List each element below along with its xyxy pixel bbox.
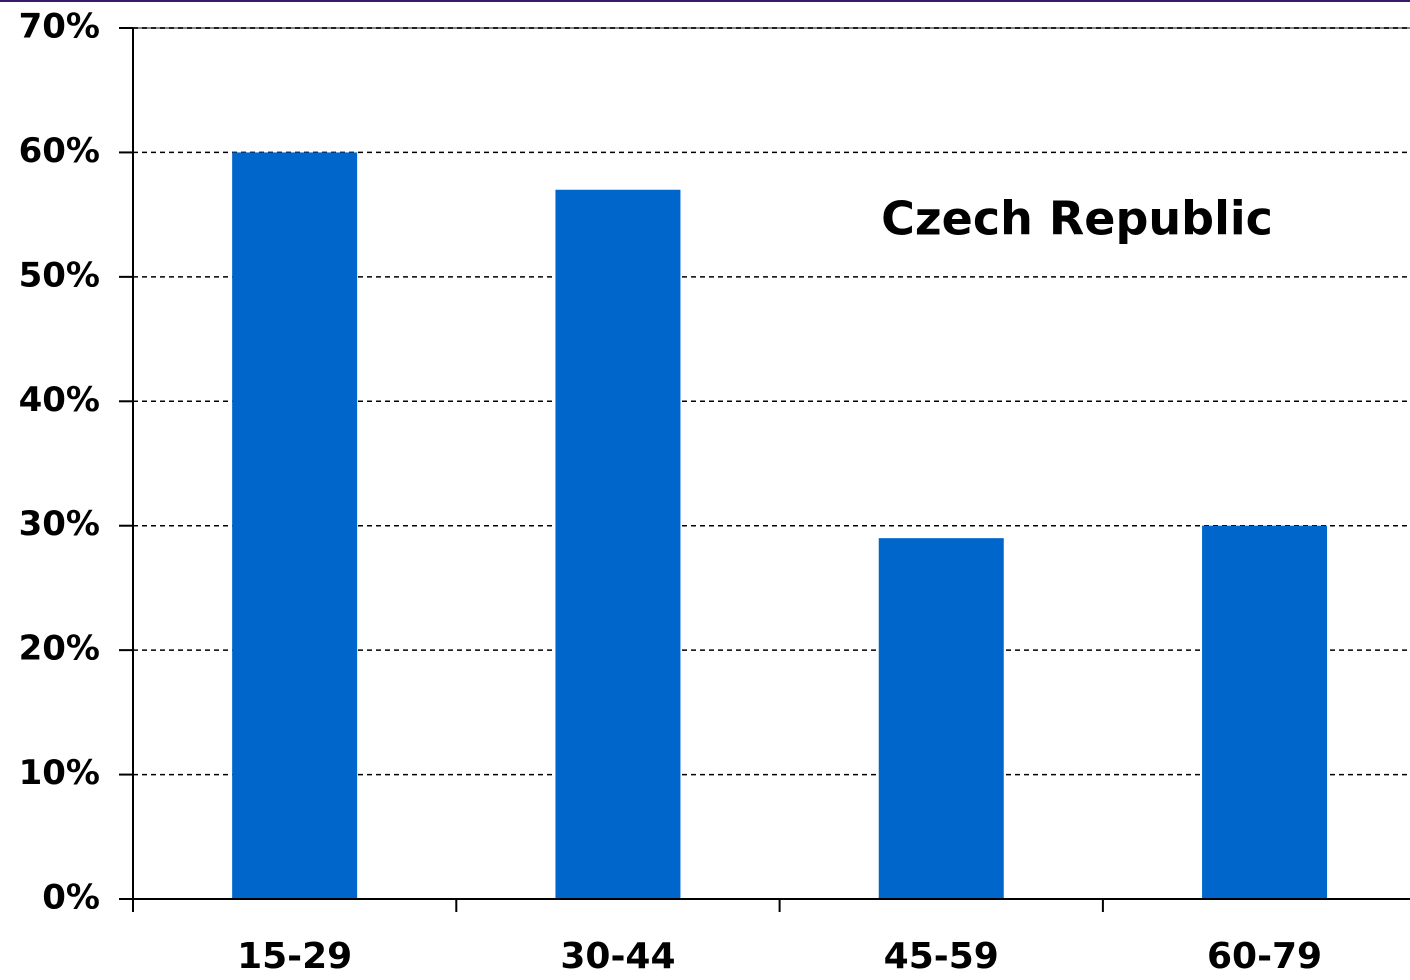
y-tick-label: 30% bbox=[19, 504, 100, 544]
y-tick-label: 50% bbox=[19, 255, 100, 295]
y-tick-label: 20% bbox=[19, 629, 100, 669]
y-tick-label: 40% bbox=[19, 380, 100, 420]
bar bbox=[1202, 525, 1328, 899]
y-tick-label: 60% bbox=[19, 131, 100, 171]
y-tick-label: 0% bbox=[42, 878, 100, 918]
annotation: Czech Republic bbox=[881, 192, 1273, 246]
bar bbox=[232, 152, 358, 899]
y-tick-label: 10% bbox=[19, 753, 100, 793]
bar bbox=[555, 189, 681, 899]
x-tick-label: 15-29 bbox=[237, 936, 352, 977]
x-tick-label: 60-79 bbox=[1207, 936, 1322, 977]
x-tick-label: 30-44 bbox=[560, 936, 675, 977]
y-tick-label: 70% bbox=[19, 7, 100, 47]
x-tick-label: 45-59 bbox=[884, 936, 999, 977]
bar bbox=[878, 538, 1004, 899]
